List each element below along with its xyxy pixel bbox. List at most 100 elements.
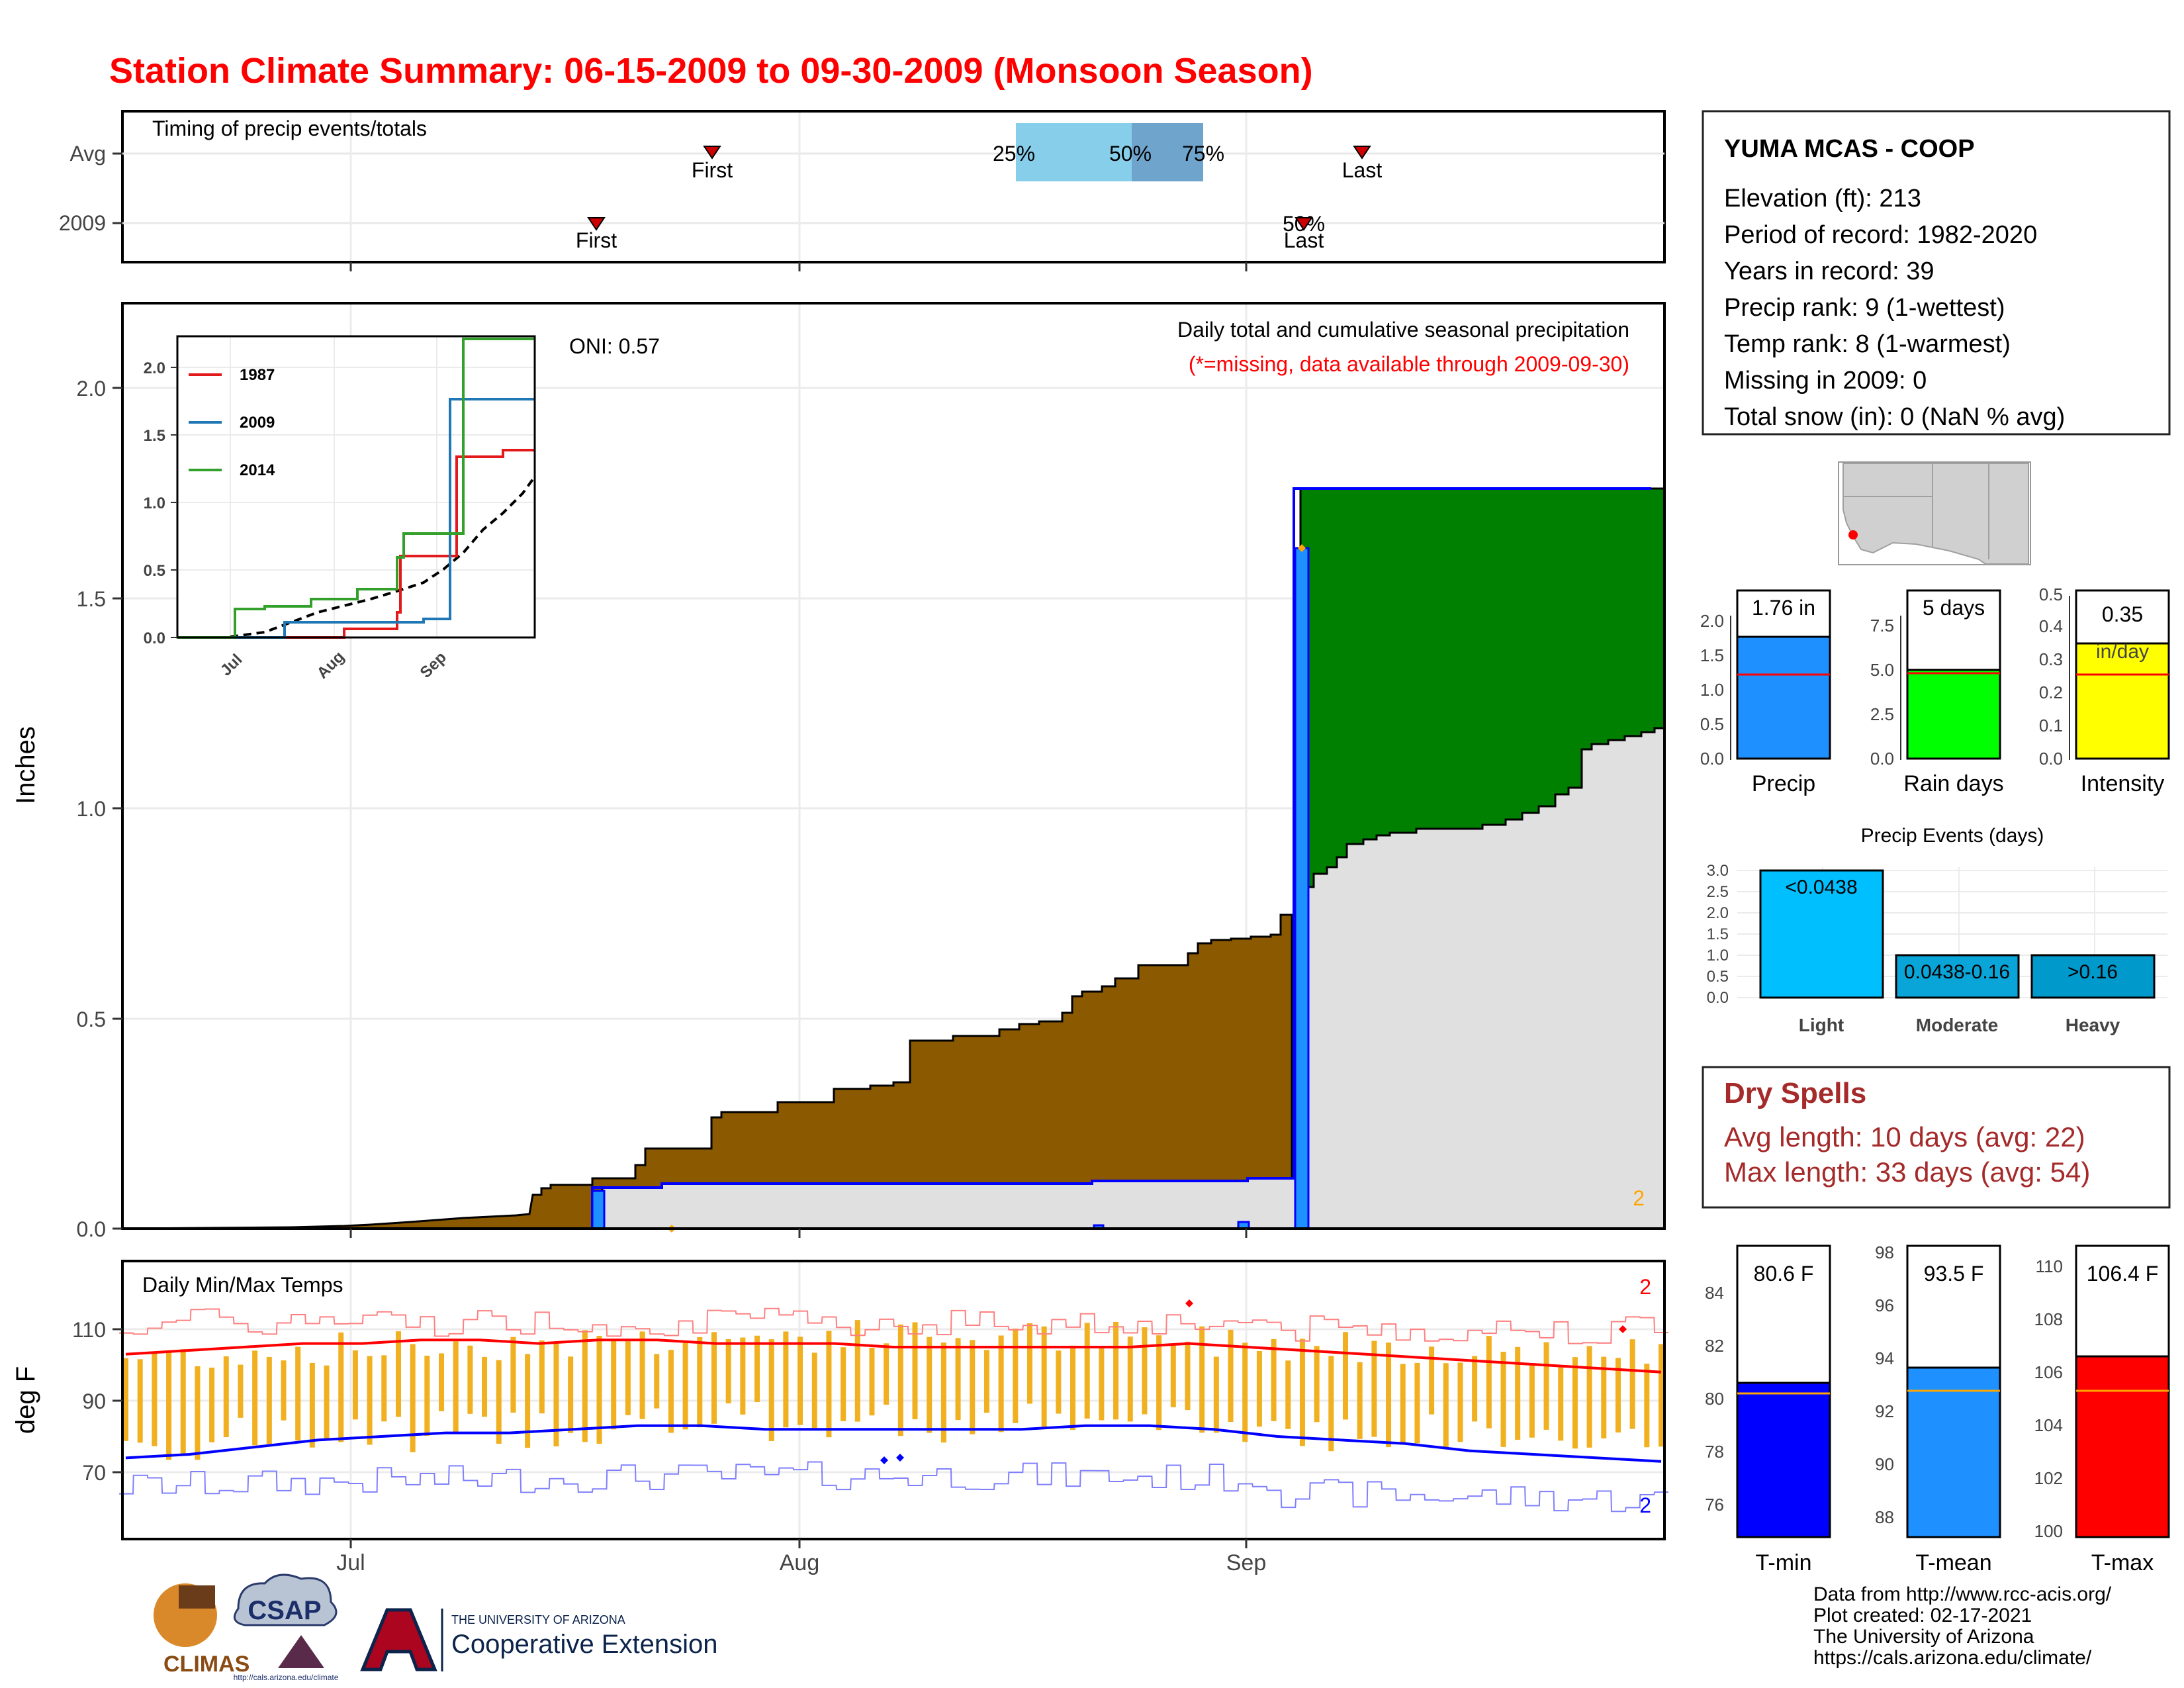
dry-spells-frame <box>1702 1066 2171 1209</box>
daily-temp-bar <box>884 1343 889 1405</box>
daily-temp-bar <box>166 1350 172 1460</box>
tmean-tick: 98 <box>1875 1243 1894 1262</box>
timing-2009-first-label: First <box>576 228 617 252</box>
csap-logo-mountain <box>278 1635 324 1668</box>
daily-precip-bar-sep04 <box>1294 547 1310 1230</box>
intensity-tick: 0.3 <box>2039 649 2063 669</box>
timing-row-2009: 2009 <box>59 211 106 235</box>
daily-temp-bar <box>1429 1346 1435 1415</box>
precip-total-tick: 1.5 <box>1700 645 1724 665</box>
precip-y-axis: 0.0 0.5 1.0 1.5 2.0 <box>77 377 122 1241</box>
daily-temp-bar <box>1328 1356 1334 1452</box>
inset-1987-line <box>177 449 535 639</box>
timing-2009-last-label: Last <box>1284 228 1324 252</box>
inset-ytick-label: 2.0 <box>144 359 165 377</box>
daily-temp-bar <box>1543 1342 1549 1430</box>
daily-temp-bar <box>955 1338 961 1421</box>
dry-spells-avg: Avg length: 10 days (avg: 22) <box>1724 1121 2085 1152</box>
station-period: Period of record: 1982-2020 <box>1724 221 2037 249</box>
station-info-frame <box>1702 110 2171 436</box>
daily-temp-bar <box>238 1364 244 1418</box>
rain-days-bar <box>1906 669 2001 760</box>
daily-temp-bar <box>1242 1342 1248 1442</box>
temp-ytick-label: 70 <box>82 1461 106 1485</box>
events-tick: 2.5 <box>1707 883 1729 901</box>
daily-temp-bar <box>582 1330 588 1442</box>
daily-temp-bar <box>869 1347 875 1416</box>
daily-temp-bar <box>1199 1326 1205 1433</box>
daily-temp-bar <box>1644 1364 1650 1448</box>
events-category-light: Light <box>1799 1015 1844 1035</box>
precip-total-value: 1.76 in <box>1752 596 1815 620</box>
daily-temp-bar <box>352 1350 358 1420</box>
daily-temp-bar <box>783 1331 789 1428</box>
ua-logo-a <box>360 1608 437 1671</box>
inset-frame <box>176 335 536 639</box>
daily-temp-bar <box>811 1352 817 1429</box>
intensity-unit: in/day <box>2096 641 2149 663</box>
daily-temp-bar <box>1170 1344 1176 1407</box>
daily-temp-bar <box>1400 1364 1406 1444</box>
daily-temp-bar <box>854 1320 860 1422</box>
locator-map <box>1838 461 2031 565</box>
station-missing: Missing in 2009: 0 <box>1724 367 1927 395</box>
timing-p25-p50-bar <box>1016 123 1132 181</box>
page-title: Station Climate Summary: 06-15-2009 to 0… <box>109 51 1313 91</box>
precip-total-bar <box>1736 635 1831 760</box>
station-info: YUMA MCAS - COOP Elevation (ft): 213 Per… <box>1702 110 2171 436</box>
precip-ytick-label: 0.5 <box>77 1008 106 1031</box>
climas-logo-shape <box>179 1585 215 1609</box>
daily-temp-bar <box>1026 1323 1032 1404</box>
station-years: Years in record: 39 <box>1724 258 1934 285</box>
precip-deficit-area <box>122 914 1293 1230</box>
inset-ytick-label: 0.5 <box>144 562 165 580</box>
tmean-chart: 93.5 F 88 90 92 94 96 98 T-mean <box>1875 1243 2001 1575</box>
precip-ylabel: Inches <box>11 726 40 804</box>
daily-temp-bar <box>439 1353 445 1411</box>
daily-temp-bar <box>1586 1346 1592 1448</box>
tmax-tick: 110 <box>2036 1256 2063 1276</box>
precip-total-tick: 2.0 <box>1700 611 1724 631</box>
csap-logo: CSAP http://cals.arizona.edu/climate <box>234 1573 339 1682</box>
daily-temp-bar <box>367 1356 373 1445</box>
events-category-moderate: Moderate <box>1916 1015 1998 1035</box>
record-max-step-line <box>119 1307 1668 1344</box>
daily-temp-bar <box>1386 1342 1392 1448</box>
tmax-tick: 100 <box>2034 1521 2063 1541</box>
avg-min-line <box>125 1424 1662 1463</box>
daily-temp-bar <box>152 1353 158 1446</box>
daily-temp-range-bars <box>123 1320 1664 1460</box>
timing-avg-last-label: Last <box>1342 158 1383 182</box>
ua-logo: THE UNIVERSITY OF ARIZONA Cooperative Ex… <box>360 1608 717 1671</box>
daily-temp-bar <box>395 1331 401 1417</box>
station-location-marker <box>1848 530 1858 539</box>
avg-max-line <box>125 1338 1662 1374</box>
daily-temp-bar <box>381 1355 387 1422</box>
daily-temp-bar <box>1185 1341 1191 1411</box>
precip-ytick-label: 1.0 <box>77 797 106 821</box>
station-elevation: Elevation (ft): 213 <box>1724 185 1921 212</box>
daily-temp-bar <box>754 1335 760 1403</box>
daily-temp-bar <box>740 1337 746 1415</box>
daily-precip-bar-jul16 <box>591 1190 606 1230</box>
daily-temp-bar <box>768 1339 774 1442</box>
daily-temp-bar <box>295 1346 301 1441</box>
daily-temp-bar <box>1601 1356 1607 1438</box>
daily-temp-bar <box>668 1350 674 1433</box>
temp-count-min: 2 <box>1639 1493 1651 1517</box>
inset-2014-line <box>177 338 535 639</box>
daily-temp-bar <box>1615 1358 1621 1433</box>
events-tick: 0.0 <box>1707 989 1729 1007</box>
precip-corner-count: 2 <box>1633 1186 1645 1210</box>
daily-temp-bar <box>1213 1356 1219 1433</box>
inset-legend-2009: 2009 <box>240 414 275 432</box>
record-max-marker <box>1185 1299 1193 1307</box>
record-min-marker <box>896 1454 904 1462</box>
temp-ytick-label: 90 <box>82 1389 106 1413</box>
daily-temp-bar <box>324 1365 330 1439</box>
precip-events-chart: Precip Events (days) <0.0438 0.0438-0.16… <box>1707 825 2167 1035</box>
daily-temp-bar <box>711 1332 717 1424</box>
daily-temp-bar <box>195 1366 201 1460</box>
dry-spells-title: Dry Spells <box>1724 1077 1866 1109</box>
inset-legend-2014: 2014 <box>240 461 275 479</box>
